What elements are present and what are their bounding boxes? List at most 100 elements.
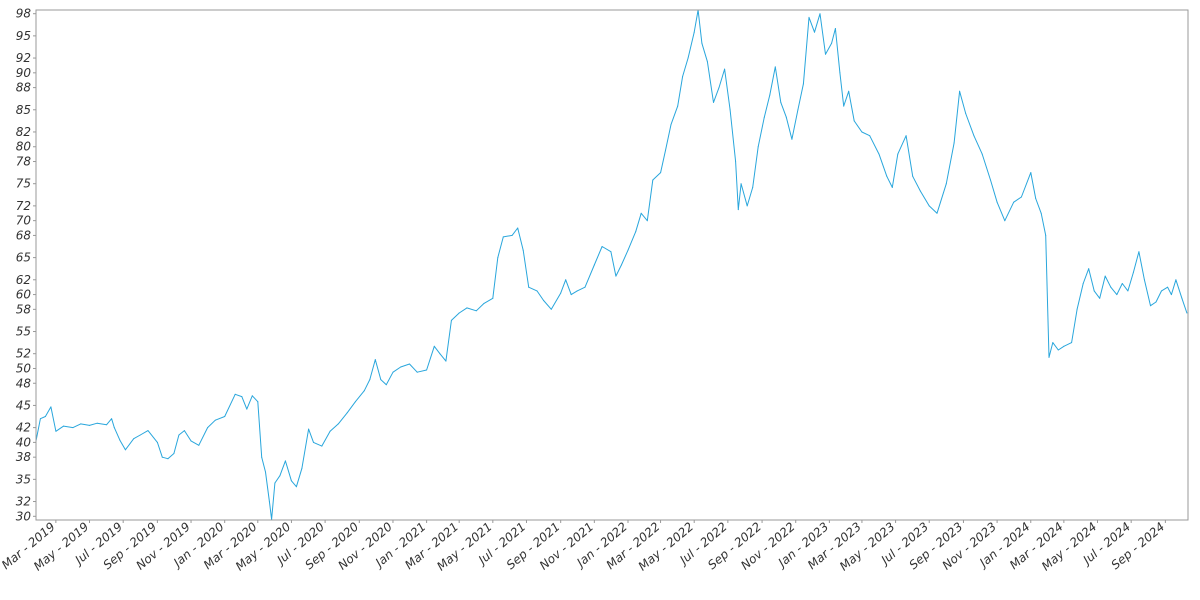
data-point bbox=[426, 369, 428, 371]
data-point bbox=[313, 441, 314, 443]
data-point bbox=[265, 471, 266, 473]
y-tick-label: 65 bbox=[16, 251, 31, 265]
y-tick-label: 42 bbox=[16, 421, 31, 435]
data-point bbox=[224, 416, 226, 417]
data-point bbox=[981, 153, 983, 155]
data-point bbox=[416, 371, 418, 373]
data-point bbox=[693, 31, 695, 33]
data-point bbox=[965, 113, 967, 114]
data-point bbox=[713, 101, 714, 103]
data-point bbox=[111, 418, 113, 420]
data-point bbox=[610, 251, 612, 253]
data-point bbox=[183, 430, 185, 432]
data-point bbox=[234, 393, 236, 395]
data-point bbox=[1004, 220, 1006, 222]
data-point bbox=[400, 366, 402, 368]
y-tick-label: 95 bbox=[16, 29, 31, 43]
data-point bbox=[241, 396, 243, 398]
data-point bbox=[891, 186, 893, 188]
y-tick-label: 92 bbox=[16, 51, 31, 65]
data-point bbox=[1127, 290, 1129, 292]
data-point bbox=[620, 264, 622, 266]
data-point bbox=[72, 427, 74, 429]
data-point bbox=[1143, 279, 1145, 281]
series-layer bbox=[35, 9, 1188, 520]
data-point bbox=[853, 120, 855, 122]
data-point bbox=[433, 345, 435, 347]
data-point bbox=[522, 249, 524, 251]
data-point bbox=[1076, 308, 1078, 310]
data-point bbox=[640, 212, 642, 214]
data-point bbox=[808, 16, 810, 18]
data-point bbox=[565, 279, 567, 281]
data-point bbox=[274, 482, 276, 484]
data-point bbox=[570, 294, 572, 296]
data-point bbox=[257, 401, 259, 403]
data-point bbox=[1161, 290, 1162, 292]
data-point bbox=[1071, 342, 1073, 344]
data-point bbox=[329, 430, 331, 432]
data-point bbox=[677, 105, 679, 107]
data-point bbox=[466, 307, 468, 309]
data-point bbox=[55, 430, 57, 432]
data-point bbox=[173, 453, 175, 454]
data-point bbox=[973, 135, 975, 137]
data-point bbox=[1035, 198, 1037, 199]
data-point bbox=[560, 292, 562, 294]
data-point bbox=[139, 434, 141, 436]
data-point bbox=[409, 363, 410, 365]
data-point bbox=[959, 90, 961, 92]
data-point bbox=[652, 179, 654, 181]
data-point bbox=[740, 183, 742, 185]
y-tick-label: 60 bbox=[16, 288, 32, 302]
data-point bbox=[646, 220, 648, 222]
y-tick-label: 50 bbox=[16, 361, 32, 375]
y-tick-label: 80 bbox=[16, 140, 32, 154]
data-point bbox=[458, 312, 460, 314]
data-point bbox=[392, 371, 394, 373]
y-tick-label: 38 bbox=[16, 450, 32, 464]
data-point bbox=[1170, 294, 1172, 296]
data-point bbox=[290, 480, 292, 482]
data-point bbox=[869, 135, 871, 137]
data-point bbox=[167, 458, 169, 460]
data-point bbox=[385, 384, 387, 386]
data-point bbox=[374, 359, 376, 361]
y-tick-label: 98 bbox=[16, 7, 32, 21]
data-point bbox=[665, 149, 666, 151]
data-point bbox=[363, 390, 365, 392]
data-point bbox=[1121, 283, 1123, 284]
data-point bbox=[475, 310, 477, 312]
data-point bbox=[785, 116, 787, 118]
data-point bbox=[536, 290, 538, 292]
data-point bbox=[190, 440, 192, 442]
data-point bbox=[1099, 297, 1101, 299]
data-point bbox=[1167, 286, 1169, 288]
y-tick-label: 78 bbox=[16, 155, 32, 169]
data-point bbox=[1052, 342, 1054, 344]
data-point bbox=[308, 428, 310, 430]
data-point bbox=[63, 425, 65, 427]
data-point bbox=[797, 109, 799, 111]
y-tick-label: 52 bbox=[16, 347, 31, 361]
data-point bbox=[919, 190, 921, 192]
data-point bbox=[337, 423, 339, 425]
data-point bbox=[251, 395, 253, 397]
data-point bbox=[517, 227, 519, 229]
data-point bbox=[990, 179, 991, 181]
data-point bbox=[928, 205, 930, 207]
data-point bbox=[724, 68, 726, 70]
y-tick-label: 68 bbox=[16, 228, 32, 242]
data-point bbox=[439, 353, 441, 355]
data-point bbox=[1150, 305, 1151, 307]
data-point bbox=[1110, 286, 1112, 288]
data-point bbox=[1045, 234, 1047, 236]
data-point bbox=[635, 231, 637, 233]
data-point bbox=[1132, 271, 1134, 273]
data-point bbox=[511, 234, 513, 236]
data-point bbox=[369, 379, 371, 381]
data-point bbox=[89, 424, 90, 426]
data-point bbox=[284, 460, 286, 462]
y-tick-label: 62 bbox=[16, 273, 31, 287]
